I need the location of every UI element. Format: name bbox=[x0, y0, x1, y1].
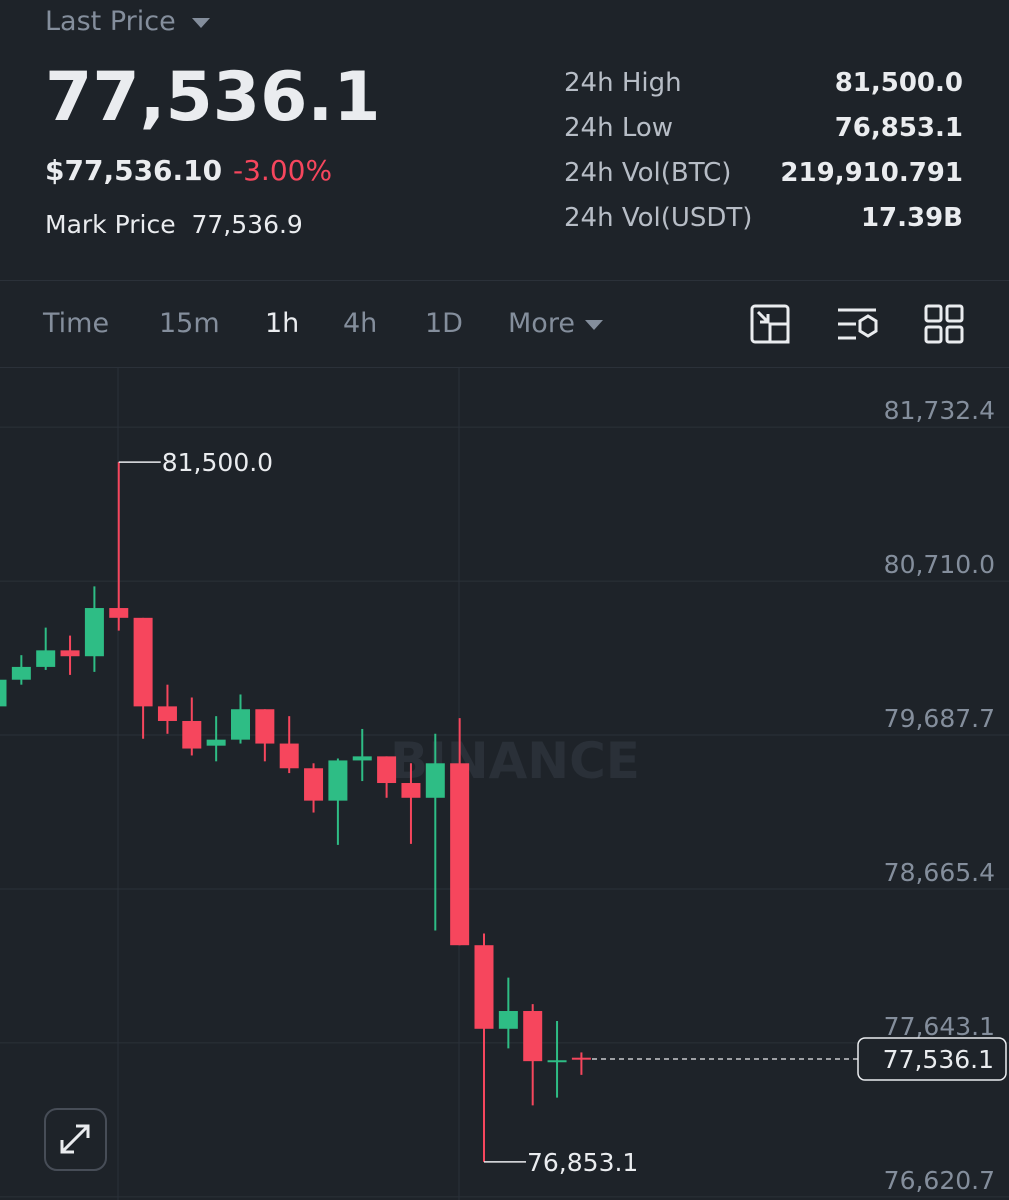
candle-body bbox=[352, 756, 372, 761]
candle-body bbox=[450, 763, 470, 946]
stat-value: 17.39B bbox=[860, 203, 963, 233]
candle-body bbox=[0, 679, 7, 707]
price-change: -3.00% bbox=[233, 154, 333, 187]
dropdown-icon bbox=[192, 18, 211, 28]
interval-tab[interactable]: 1h bbox=[265, 308, 300, 339]
candle-body bbox=[328, 760, 348, 801]
candle-body bbox=[377, 756, 397, 784]
usd-price: $77,536.10 bbox=[45, 154, 223, 187]
candle-body bbox=[401, 783, 421, 798]
candle-body bbox=[474, 945, 494, 1029]
extreme-label: 76,853.1 bbox=[527, 1148, 638, 1177]
candle-body bbox=[133, 617, 153, 707]
dropdown-icon bbox=[584, 320, 603, 330]
last-price-label[interactable]: Last Price bbox=[45, 6, 212, 37]
last-price-label: 77,536.1 bbox=[883, 1045, 994, 1074]
candle-body bbox=[84, 608, 104, 657]
candle-body bbox=[231, 709, 250, 740]
candle-body bbox=[547, 1060, 567, 1063]
icon-button[interactable] bbox=[924, 304, 966, 344]
icon-button[interactable] bbox=[836, 304, 880, 344]
fullscreen-button[interactable] bbox=[44, 1108, 108, 1172]
stat-label: 24h Vol(USDT) bbox=[564, 203, 753, 233]
candle-body bbox=[157, 706, 177, 721]
stat-label: 24h High bbox=[564, 68, 682, 98]
candle-body bbox=[182, 720, 202, 749]
stat-label: 24h Low bbox=[564, 113, 674, 143]
interval-tab[interactable]: 1D bbox=[425, 308, 463, 339]
candle-body bbox=[571, 1057, 591, 1060]
mark-price: Mark Price 77,536.9 bbox=[45, 210, 303, 239]
stat-value: 81,500.0 bbox=[834, 68, 963, 98]
candle-body bbox=[11, 666, 31, 680]
candle-body bbox=[498, 1011, 518, 1029]
y-tick-label: 77,643.1 bbox=[884, 1012, 995, 1041]
label[interactable]: Last Price bbox=[45, 6, 176, 37]
stat-value: 76,853.1 bbox=[834, 113, 963, 143]
candle-body bbox=[36, 650, 56, 667]
interval-tab[interactable]: 15m bbox=[159, 308, 220, 339]
candle-body bbox=[304, 768, 324, 801]
candle-body bbox=[60, 650, 80, 657]
y-tick-label: 80,710.0 bbox=[884, 550, 995, 579]
extreme-label: 81,500.0 bbox=[162, 448, 273, 477]
candle-body bbox=[523, 1011, 543, 1062]
interval-tab[interactable]: 4h bbox=[343, 308, 378, 339]
candle-body bbox=[425, 763, 445, 798]
stat-label: 24h Vol(BTC) bbox=[564, 158, 732, 188]
y-tick-label: 76,620.7 bbox=[884, 1166, 995, 1195]
stat-value: 219,910.791 bbox=[780, 158, 963, 188]
divider bbox=[0, 280, 1009, 281]
last-price-box bbox=[857, 1037, 1007, 1081]
candle-body bbox=[279, 743, 299, 769]
candle-body bbox=[206, 739, 226, 746]
candle-body bbox=[109, 608, 129, 618]
mark-price-value: 77,536.9 bbox=[191, 210, 303, 239]
mark-price-label: Mark Price bbox=[45, 210, 176, 239]
candle-body bbox=[255, 709, 275, 744]
divider bbox=[0, 367, 1009, 368]
last-price: 77,536.1 bbox=[45, 58, 381, 137]
icon-button[interactable] bbox=[750, 304, 792, 344]
y-tick-label: 79,687.7 bbox=[884, 704, 995, 733]
y-tick-label: 81,732.4 bbox=[884, 396, 995, 425]
interval-tab[interactable]: More bbox=[508, 308, 605, 339]
interval-tab[interactable]: Time bbox=[43, 308, 110, 339]
y-tick-label: 78,665.4 bbox=[884, 858, 995, 887]
